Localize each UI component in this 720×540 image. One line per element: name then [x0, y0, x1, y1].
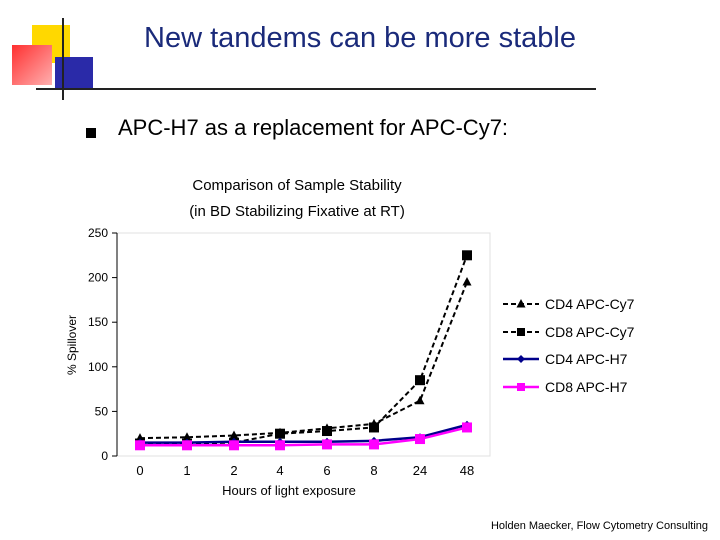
legend-label: CD4 APC-H7 [545, 351, 628, 367]
x-tick-label: 1 [183, 463, 190, 478]
decor-blue-square [55, 57, 93, 89]
y-tick-label: 150 [88, 315, 108, 329]
y-axis-label: % Spillover [65, 315, 79, 375]
bullet-square-icon [86, 128, 96, 138]
series-line [140, 254, 468, 445]
data-point [462, 422, 472, 433]
data-point [275, 428, 285, 439]
legend-marker [516, 299, 526, 308]
legend-marker [517, 383, 525, 391]
y-tick-label: 100 [88, 360, 108, 374]
x-tick-label: 48 [460, 463, 474, 478]
x-tick-label: 4 [276, 463, 283, 478]
slide-title: New tandems can be more stable [144, 22, 576, 54]
chart-subtitle: (in BD Stabilizing Fixative at RT) [189, 203, 405, 220]
series-line [140, 423, 468, 444]
legend-label: CD4 APC-Cy7 [545, 296, 635, 312]
series-line [139, 281, 468, 440]
attribution: Holden Maecker, Flow Cytometry Consultin… [490, 520, 708, 532]
legend-marker [517, 355, 525, 363]
data-point [229, 440, 239, 451]
x-tick-label: 8 [370, 463, 377, 478]
x-tick-label: 6 [323, 463, 330, 478]
x-axis-label: Hours of light exposure [222, 483, 356, 498]
data-point [229, 430, 239, 439]
decor-red-square [12, 45, 52, 85]
legend-label: CD8 APC-Cy7 [545, 324, 635, 340]
decor-vertical-line [62, 18, 64, 100]
data-point [369, 422, 379, 433]
data-point [415, 395, 425, 405]
data-point [415, 434, 425, 445]
data-point [462, 250, 472, 261]
data-point [369, 439, 379, 450]
chart-title: Comparison of Sample Stability [192, 177, 402, 194]
legend-marker [517, 328, 525, 336]
decor-horizontal-line [36, 88, 596, 90]
x-tick-label: 0 [136, 463, 143, 478]
data-point [322, 439, 332, 450]
data-point [135, 440, 145, 451]
series-line [140, 426, 468, 447]
y-tick-label: 0 [101, 449, 108, 463]
y-tick-label: 50 [95, 404, 109, 418]
data-point [275, 440, 285, 451]
data-point [182, 440, 192, 451]
y-tick-label: 200 [88, 271, 108, 285]
bullet-text: APC-H7 as a replacement for APC-Cy7: [118, 115, 509, 140]
data-point [462, 277, 472, 286]
x-tick-label: 24 [413, 463, 427, 478]
legend-label: CD8 APC-H7 [545, 379, 628, 395]
y-tick-label: 250 [88, 226, 108, 240]
data-point [415, 375, 425, 386]
data-point [322, 426, 332, 437]
x-tick-label: 2 [230, 463, 237, 478]
